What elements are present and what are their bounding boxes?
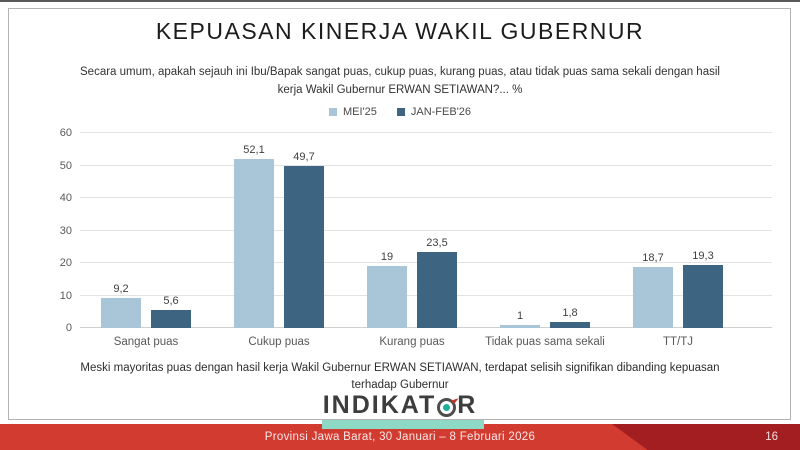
survey-question: Secara umum, apakah sejauh ini Ibu/Bapak… xyxy=(80,66,720,96)
legend-swatch-mei25 xyxy=(328,108,337,116)
y-tick-label-20: 20 xyxy=(59,257,72,269)
bar-value-label: 18,7 xyxy=(642,252,664,265)
category-label: TT/TJ xyxy=(662,336,694,348)
chart-legend: MEI'25 JAN-FEB'26 xyxy=(0,106,800,118)
bar-jan-feb-26: 19,3 xyxy=(683,250,723,328)
bar-group: 1 1,8 Tidak puas sama sekali xyxy=(479,133,611,348)
bar-mei-25: 19 xyxy=(367,251,407,328)
indikator-o-icon xyxy=(437,395,459,417)
footer-dark-wedge xyxy=(612,424,800,450)
bar-group: 9,2 5,6 Sangat puas xyxy=(80,133,212,348)
footer-survey-info: Provinsi Jawa Barat, 30 Januari – 8 Febr… xyxy=(264,431,536,443)
bar-chart: 0 10 20 30 40 50 60 9,2 5,6 Sangat puas 52,1 49,7 C… xyxy=(60,127,772,348)
legend-swatch-janfeb26 xyxy=(396,108,405,116)
category-label: Kurang puas xyxy=(379,336,445,348)
y-tick-label-10: 10 xyxy=(59,289,72,302)
bar-mei-25: 18,7 xyxy=(633,252,673,328)
bar-group: 19 23,5 Kurang puas xyxy=(346,133,478,348)
legend-label-janfeb26: JAN-FEB'26 xyxy=(410,106,472,118)
bar-value-label: 52,1 xyxy=(243,143,265,156)
logo-text-left: INDIKAT xyxy=(322,391,437,419)
bar-group: 52,1 49,7 Cukup puas xyxy=(213,133,345,348)
bar-value-label: 1 xyxy=(516,309,524,322)
category-label: Cukup puas xyxy=(248,336,310,348)
page-title: KEPUASAN KINERJA WAKIL GUBERNUR xyxy=(155,18,645,44)
page-number: 16 xyxy=(765,431,778,443)
conclusion-note: Meski mayoritas puas dengan hasil kerja … xyxy=(80,362,720,392)
bar-mei-25: 52,1 xyxy=(234,144,274,328)
y-tick-label-60: 60 xyxy=(59,127,72,139)
gridline-40 xyxy=(80,197,772,198)
category-label: Tidak puas sama sekali xyxy=(485,336,605,348)
bar-value-label: 19 xyxy=(380,251,394,264)
bar-value-label: 49,7 xyxy=(293,151,315,164)
bar-group: 18,7 19,3 TT/TJ xyxy=(612,133,744,348)
bar-jan-feb-26: 49,7 xyxy=(284,151,324,328)
gridline-60 xyxy=(80,132,772,133)
y-tick-label-30: 30 xyxy=(59,224,72,237)
y-tick-label-0: 0 xyxy=(65,322,72,334)
logo-text-right: R xyxy=(457,391,478,419)
footer-band: Provinsi Jawa Barat, 30 Januari – 8 Febr… xyxy=(0,424,800,450)
bar-value-label: 1,8 xyxy=(562,307,578,320)
y-tick-label-50: 50 xyxy=(59,159,72,172)
bar-jan-feb-26: 1,8 xyxy=(550,307,590,328)
legend-item-mei25: MEI'25 xyxy=(328,106,377,118)
bar-value-label: 19,3 xyxy=(692,250,714,263)
bar-mei-25: 9,2 xyxy=(101,283,141,328)
legend-label-mei25: MEI'25 xyxy=(342,106,377,118)
bar-groups: 9,2 5,6 Sangat puas 52,1 49,7 Cukup puas 19 23,… xyxy=(80,133,772,348)
legend-item-janfeb26: JAN-FEB'26 xyxy=(396,106,472,118)
bar-value-label: 23,5 xyxy=(426,236,448,249)
logo-teal-dot xyxy=(443,404,451,411)
logo-underline-bar xyxy=(322,420,484,429)
y-tick-label-40: 40 xyxy=(59,192,72,204)
bar-value-label: 5,6 xyxy=(163,294,179,307)
bar-jan-feb-26: 5,6 xyxy=(151,295,191,328)
gridline-30 xyxy=(80,229,772,231)
indikator-logo: INDIKAT R xyxy=(0,391,800,420)
content-frame xyxy=(8,8,791,420)
gridline-50 xyxy=(80,164,772,166)
bar-value-label: 9,2 xyxy=(113,283,129,296)
category-label: Sangat puas xyxy=(113,336,179,348)
y-axis-labels: 0 10 20 30 40 50 60 xyxy=(40,127,72,334)
slide-top-edge xyxy=(0,0,800,2)
bar-jan-feb-26: 23,5 xyxy=(417,237,457,328)
bar-mei-25: 1 xyxy=(500,310,540,328)
